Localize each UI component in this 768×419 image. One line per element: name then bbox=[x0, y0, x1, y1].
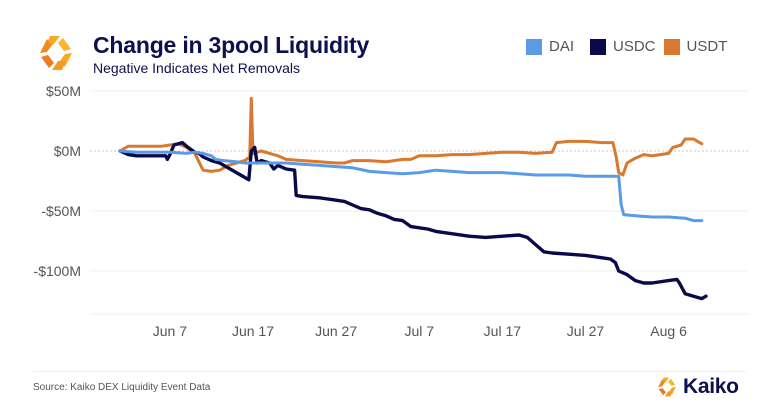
legend-item-usdt: USDT bbox=[663, 38, 728, 55]
series-line-dai bbox=[118, 149, 704, 223]
y-tick-label: -$50M bbox=[41, 203, 81, 219]
series-lines bbox=[118, 96, 708, 301]
chart-subtitle: Negative Indicates Net Removals bbox=[93, 60, 300, 76]
chart-title: Change in 3pool Liquidity bbox=[93, 32, 370, 58]
brand: Kaiko bbox=[656, 375, 739, 399]
legend-item-usdc: USDC bbox=[590, 38, 656, 55]
x-tick-label: Jul 17 bbox=[484, 323, 522, 339]
legend-swatch-usdt bbox=[663, 38, 680, 55]
y-tick-label: $50M bbox=[46, 83, 81, 99]
x-axis: Jun 7 Jun 17 Jun 27 Jul 7 Jul 17 Jul 27 Aug 6 bbox=[153, 323, 687, 339]
y-tick-label: -$100M bbox=[34, 263, 81, 279]
footer-divider bbox=[33, 371, 746, 372]
series-line-usdc bbox=[118, 140, 708, 301]
x-tick-label: Jul 27 bbox=[567, 323, 605, 339]
legend-label-dai: DAI bbox=[549, 38, 575, 55]
legend-swatch-dai bbox=[526, 38, 542, 55]
legend-label-usdt: USDT bbox=[686, 38, 728, 55]
series-line-usdt bbox=[118, 96, 704, 177]
legend-label-usdc: USDC bbox=[613, 38, 656, 55]
grid-lines bbox=[90, 90, 748, 315]
y-axis: $50M $0M -$50M -$100M bbox=[34, 83, 81, 279]
legend-item-dai: DAI bbox=[526, 38, 574, 55]
kaiko-logo-icon bbox=[40, 36, 72, 70]
x-tick-label: Jun 7 bbox=[153, 323, 187, 339]
x-tick-label: Jul 7 bbox=[404, 323, 434, 339]
chart-legend: DAI USDC USDT bbox=[526, 38, 727, 55]
y-tick-label: $0M bbox=[54, 143, 81, 159]
kaiko-logo-icon bbox=[658, 377, 676, 397]
legend-swatch-usdc bbox=[590, 38, 607, 55]
brand-name: Kaiko bbox=[683, 375, 739, 398]
x-tick-label: Jun 27 bbox=[315, 323, 357, 339]
source-note: Source: Kaiko DEX Liquidity Event Data bbox=[33, 382, 211, 393]
x-tick-label: Aug 6 bbox=[650, 323, 687, 339]
x-tick-label: Jun 17 bbox=[232, 323, 274, 339]
